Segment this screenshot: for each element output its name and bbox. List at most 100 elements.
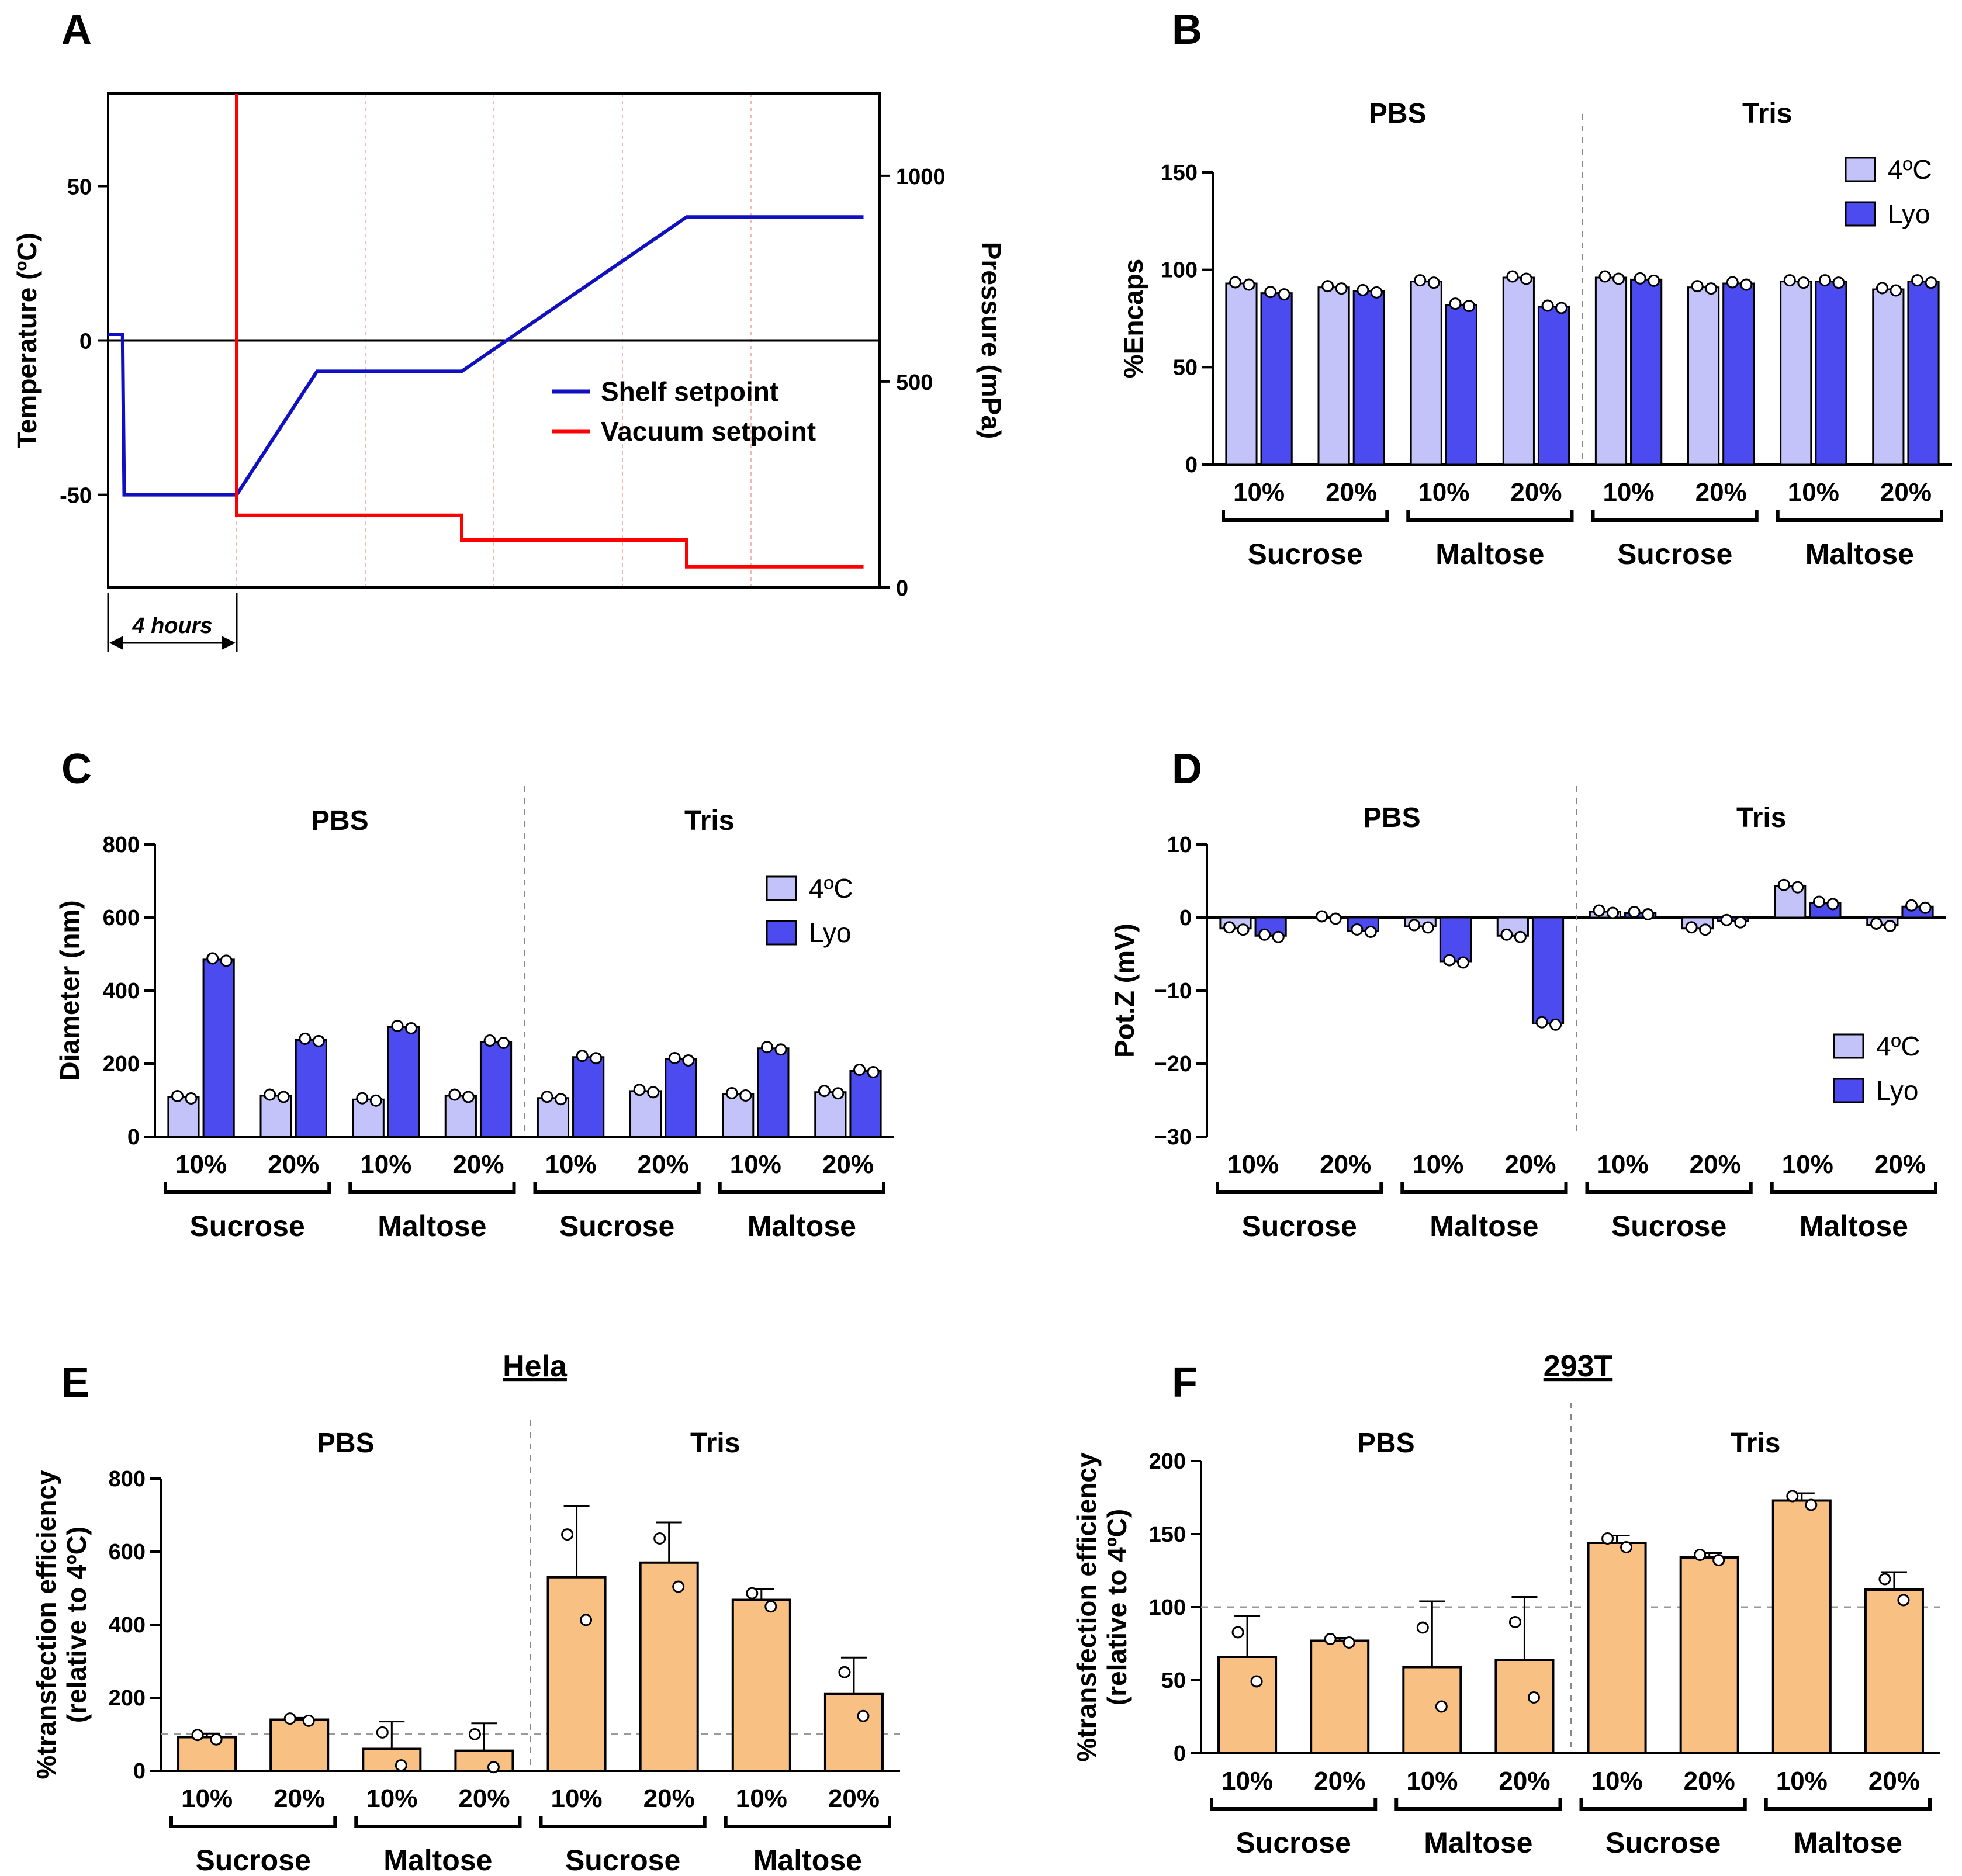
panel-f: F 293T 200 150 100 50 0 %transfection efficienc… [1071,1349,1940,1859]
data-point [633,1084,646,1096]
x-category-label: 10% [1418,478,1469,507]
data-point [853,1064,866,1076]
bar-transfection [362,1747,422,1772]
data-point [1734,916,1747,929]
panel-title: 293T [1544,1349,1613,1383]
data-point [576,1050,589,1062]
data-point [1364,926,1377,938]
bar-4c [1589,911,1622,919]
data-point [210,1733,223,1746]
data-point [1278,288,1290,301]
bar-lyo [479,1041,513,1138]
data-point [1911,274,1924,287]
x-category-label: 20% [458,1784,510,1813]
bar-4c [1317,286,1350,466]
data-point [1634,272,1646,285]
x-category-label: 10% [1597,1150,1649,1179]
legend-swatch [766,875,797,901]
x-category-label: 10% [1603,478,1655,507]
legend-swatch [1845,201,1876,227]
data-point [1620,1541,1633,1553]
y-tick-label: 800 [109,1467,146,1491]
x-category-label: 10% [1412,1150,1463,1179]
y-tick-label: 0 [1179,906,1192,930]
data-point [1264,286,1277,299]
buffer-label-tris: Tris [690,1428,740,1459]
data-point [1427,276,1440,289]
data-point [487,1761,500,1774]
buffer-label-tris: Tris [1742,98,1792,129]
data-point [1783,274,1796,287]
sugar-label: Maltose [1430,1210,1538,1242]
vacuum-setpoint-line [235,94,864,569]
x-category-label: 10% [1788,478,1839,507]
sugar-label: Maltose [1805,538,1914,570]
y-tick-label: 0 [1185,453,1198,477]
data-point [1705,282,1718,295]
x-category-label: 10% [175,1150,227,1179]
data-point [1237,923,1250,936]
x-category-label: 10% [360,1150,411,1179]
legend-label: Lyo [1876,1075,1918,1106]
bar-transfection [454,1749,514,1772]
data-point [1791,881,1804,894]
x-category-label: 20% [452,1150,504,1179]
data-point [1685,921,1698,934]
panel-letter-b: B [1172,6,1202,53]
bar-transfection [269,1718,330,1772]
data-point [1878,1573,1891,1586]
data-point [1593,904,1605,917]
duration-label: 4 hours [132,614,212,638]
data-point [1321,280,1334,293]
data-point [1607,906,1620,919]
data-point [1919,901,1932,914]
data-point [1549,1018,1562,1031]
data-point [1694,1549,1707,1561]
data-point [590,1052,603,1065]
data-point [1414,274,1427,287]
panel-letter-a: A [61,6,92,53]
bar-lyo [387,1026,420,1138]
buffer-label-pbs: PBS [317,1428,375,1459]
data-point [1541,299,1554,312]
data-point [1818,274,1831,287]
data-point [1462,300,1475,313]
bar-lyo [202,958,235,1138]
bar-lyo [665,1058,697,1138]
y2-tick-label: 1000 [896,165,946,189]
data-point [672,1580,685,1593]
bar-transfection [731,1598,791,1772]
data-point [302,1714,315,1727]
data-point [1370,286,1383,299]
x-category-label: 10% [1227,1150,1279,1179]
data-point [867,1066,880,1078]
sugar-label: Maltose [753,1844,862,1876]
arrow-head [222,636,236,650]
panel-b: B 150 100 50 0 %Encaps 10% 20% 10% 20% 10% 20% 10% 20… [1118,6,1952,570]
bar-4c [1872,288,1905,466]
x-category-label: 20% [638,1150,689,1179]
bar-transfection [823,1692,884,1772]
data-point [1421,921,1434,934]
data-point [448,1088,461,1101]
bar-lyo [1624,912,1657,919]
data-point [1699,923,1712,936]
y-tick-label: 0 [133,1759,146,1784]
data-point [1527,1691,1540,1704]
data-point [1601,1532,1614,1545]
data-point [1506,270,1519,283]
data-point [391,1020,404,1032]
data-point [1812,895,1825,908]
y-tick-label: 200 [109,1686,146,1711]
data-point [1514,930,1527,943]
x-category-label: 10% [1776,1767,1828,1795]
x-category-label: 20% [822,1150,874,1179]
x-category-label: 20% [1499,1767,1550,1795]
legend-label: Vacuum setpoint [601,416,816,446]
bar-transfection [1402,1666,1462,1754]
data-point [764,1600,777,1613]
bar-lyo [572,1056,605,1138]
data-point [1258,928,1271,941]
data-point [1826,898,1839,911]
bar-lyo [849,1070,882,1138]
